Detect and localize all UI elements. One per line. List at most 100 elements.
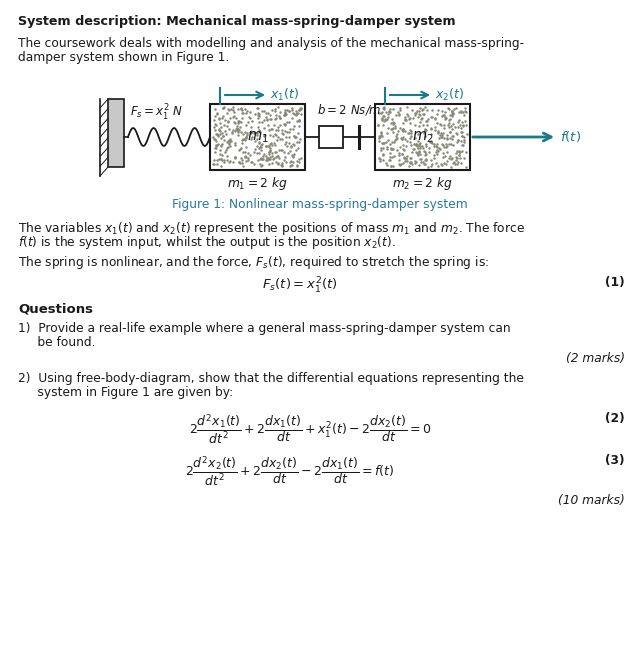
Point	[286, 141, 296, 151]
Point	[438, 110, 449, 121]
Point	[456, 131, 467, 141]
Point	[413, 139, 424, 149]
Point	[447, 124, 458, 135]
Point	[234, 157, 244, 167]
Point	[253, 110, 263, 121]
Point	[390, 121, 400, 131]
Point	[220, 146, 230, 157]
Point	[381, 143, 392, 154]
Point	[405, 157, 415, 167]
Point	[441, 112, 451, 123]
Point	[429, 113, 440, 124]
Point	[420, 155, 431, 165]
Point	[268, 153, 278, 164]
Point	[401, 115, 411, 125]
Point	[217, 103, 228, 113]
Point	[438, 140, 449, 151]
Point	[410, 158, 420, 169]
Point	[258, 154, 268, 165]
Point	[459, 137, 469, 147]
Point	[399, 134, 410, 145]
Point	[224, 137, 234, 148]
Point	[460, 115, 470, 126]
Point	[263, 124, 274, 135]
Point	[241, 107, 251, 118]
Point	[418, 142, 428, 153]
Point	[442, 133, 453, 143]
Point	[459, 134, 469, 145]
Point	[225, 141, 235, 152]
Point	[414, 146, 424, 157]
Point	[211, 120, 221, 131]
Point	[411, 138, 421, 149]
Point	[265, 143, 276, 153]
Point	[408, 143, 419, 154]
Point	[288, 107, 298, 118]
Point	[447, 110, 457, 121]
Point	[385, 152, 395, 163]
Point	[210, 118, 221, 129]
Point	[378, 149, 388, 160]
Point	[398, 157, 408, 168]
Point	[426, 135, 436, 146]
Point	[232, 123, 242, 133]
Point	[454, 146, 465, 157]
Point	[414, 109, 424, 119]
Point	[379, 113, 390, 124]
Point	[249, 127, 260, 138]
Point	[249, 158, 259, 169]
Point	[387, 143, 397, 154]
Point	[386, 143, 396, 153]
Point	[402, 156, 412, 167]
Point	[451, 102, 461, 113]
Point	[421, 115, 431, 126]
Point	[240, 132, 251, 143]
Point	[242, 127, 253, 138]
Point	[224, 105, 234, 115]
Point	[244, 107, 254, 117]
Point	[429, 124, 440, 135]
Point	[414, 159, 424, 170]
Point	[212, 131, 222, 141]
Point	[212, 129, 222, 140]
Point	[272, 151, 282, 161]
Point	[420, 125, 431, 135]
Point	[376, 127, 386, 137]
Point	[404, 133, 415, 143]
Point	[289, 139, 299, 150]
Point	[293, 142, 303, 153]
Point	[223, 136, 233, 147]
Point	[411, 157, 421, 167]
Point	[415, 138, 425, 149]
Point	[286, 155, 296, 166]
Point	[449, 156, 459, 167]
Point	[278, 159, 288, 170]
Point	[233, 129, 243, 140]
Point	[233, 127, 243, 137]
Point	[286, 142, 296, 153]
Point	[290, 105, 301, 116]
Point	[460, 106, 470, 117]
Point	[283, 117, 294, 127]
Point	[429, 152, 439, 163]
Point	[267, 151, 277, 161]
Point	[240, 119, 251, 130]
Text: $m_2 = 2$ kg: $m_2 = 2$ kg	[392, 175, 453, 192]
Point	[454, 149, 464, 160]
Text: (2 marks): (2 marks)	[566, 352, 625, 365]
Point	[419, 146, 429, 157]
Point	[405, 152, 415, 163]
Point	[211, 140, 221, 151]
Point	[208, 159, 219, 169]
Text: (1): (1)	[605, 276, 625, 289]
Point	[288, 131, 299, 141]
Point	[263, 120, 274, 131]
Point	[247, 157, 257, 167]
Point	[270, 147, 280, 157]
Point	[394, 110, 404, 121]
Point	[392, 129, 402, 139]
Point	[285, 124, 295, 135]
Point	[285, 157, 296, 167]
Point	[458, 106, 468, 117]
Point	[213, 124, 224, 135]
